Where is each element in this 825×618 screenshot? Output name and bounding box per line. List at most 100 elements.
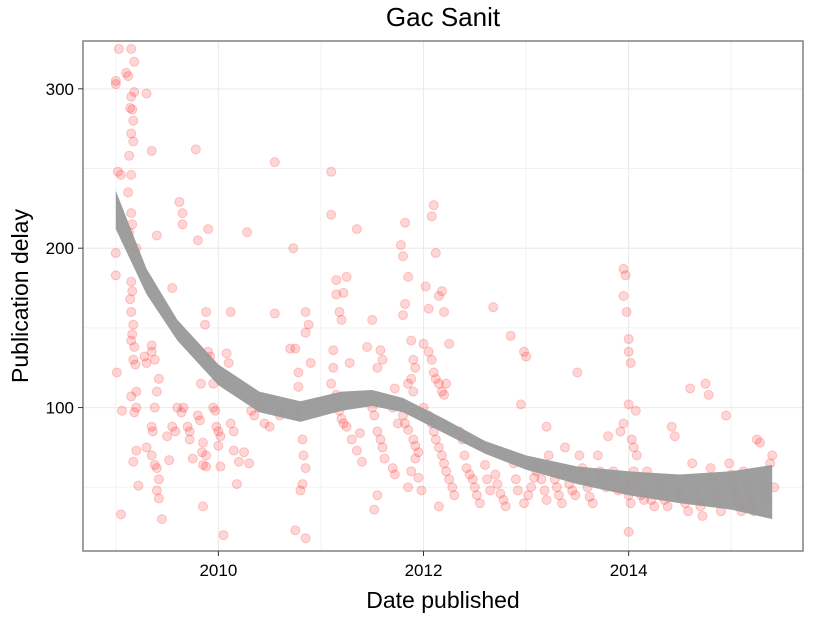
data-point (488, 302, 499, 313)
data-point (170, 426, 181, 437)
data-point (331, 289, 342, 300)
data-point (395, 240, 406, 250)
data-point (467, 474, 478, 485)
data-point (223, 357, 234, 368)
data-point (461, 463, 472, 474)
data-point (326, 166, 337, 177)
data-point (305, 357, 316, 368)
data-point (526, 482, 537, 493)
data-point (541, 495, 552, 505)
data-point (408, 434, 419, 445)
data-point (164, 455, 175, 466)
data-point (413, 447, 424, 458)
data-point (400, 298, 411, 309)
data-point (123, 187, 134, 198)
plot-border (82, 40, 804, 552)
data-point (129, 56, 140, 67)
data-point (336, 314, 347, 325)
data-point (126, 391, 137, 402)
data-point (751, 434, 762, 445)
data-point (146, 145, 157, 156)
data-point (233, 456, 244, 467)
data-point (403, 482, 414, 493)
data-point (218, 530, 229, 541)
data-point (705, 463, 716, 474)
data-point (115, 509, 126, 520)
data-point (151, 485, 162, 496)
data-point (428, 367, 439, 378)
data-point (244, 458, 255, 469)
data-point (410, 440, 421, 451)
data-point (430, 247, 441, 258)
data-point (146, 346, 157, 357)
data-point (375, 434, 386, 445)
data-point (392, 418, 403, 429)
data-point (297, 479, 308, 490)
data-point (213, 426, 224, 437)
data-point (115, 169, 126, 180)
smooth-band (115, 190, 773, 520)
data-point (215, 431, 226, 442)
data-point (367, 314, 378, 325)
data-point (167, 421, 178, 432)
data-point (192, 235, 203, 246)
data-point (356, 456, 367, 467)
data-point (126, 169, 137, 180)
data-point (469, 482, 480, 493)
data-point (151, 463, 162, 474)
data-point (441, 466, 452, 477)
data-point (418, 338, 429, 349)
data-point (126, 276, 137, 287)
plot-panel (83, 41, 803, 551)
data-point (331, 275, 342, 286)
data-point (174, 196, 185, 207)
data-point (649, 501, 660, 512)
data-point (128, 136, 139, 147)
data-point (406, 335, 417, 346)
data-point (615, 426, 626, 437)
data-point (149, 354, 160, 365)
data-point (130, 359, 141, 370)
data-point (447, 482, 458, 493)
data-point (198, 437, 208, 448)
data-point (433, 501, 444, 512)
data-point (389, 383, 400, 394)
data-point (685, 383, 696, 394)
data-point (551, 482, 562, 493)
data-point (300, 327, 311, 338)
data-point (521, 351, 532, 362)
data-point (436, 286, 447, 297)
data-point (338, 287, 349, 298)
data-point (354, 428, 365, 439)
y-tick-label: 300 (46, 80, 74, 99)
data-point (177, 219, 188, 230)
data-point (631, 450, 642, 461)
data-point (298, 450, 309, 461)
data-point (127, 329, 138, 340)
data-point (129, 342, 140, 352)
data-point (131, 402, 142, 413)
data-point (269, 157, 280, 168)
data-point (400, 418, 411, 429)
data-point (754, 437, 765, 448)
data-point (285, 343, 296, 354)
data-point (439, 306, 450, 317)
data-point (519, 498, 530, 509)
data-point (623, 526, 634, 537)
data-point (167, 283, 178, 294)
data-point (618, 291, 629, 301)
data-point (124, 150, 135, 161)
data-point (123, 71, 134, 82)
data-point (129, 407, 140, 418)
data-point (146, 340, 157, 351)
data-point (767, 450, 778, 461)
data-point (444, 474, 455, 485)
data-point (620, 270, 631, 281)
data-point (416, 485, 427, 496)
data-point (133, 480, 144, 491)
data-point (369, 504, 380, 515)
data-point (369, 410, 380, 421)
data-point (587, 498, 598, 509)
data-point (110, 75, 121, 86)
data-point (239, 447, 250, 458)
